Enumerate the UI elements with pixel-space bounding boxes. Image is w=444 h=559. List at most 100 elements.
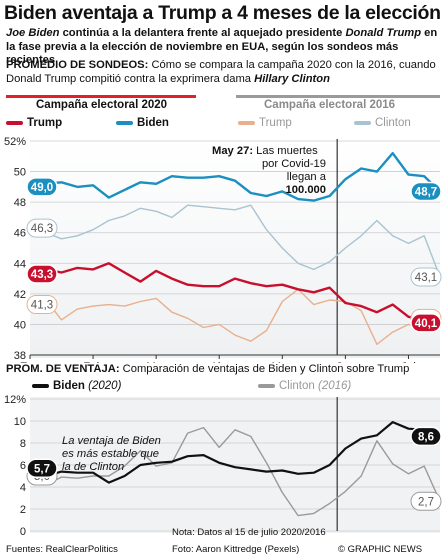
y-tick-42: 42 (14, 289, 26, 301)
series-line-biden-0 (28, 421, 442, 484)
lead-note-line-2: es más estable que (62, 448, 159, 460)
series-line-trump-1 (28, 262, 442, 325)
series-label-end-biden-0: 8,6 (418, 431, 434, 443)
photo-credit: Foto: Aaron Kittredge (Pexels) (172, 544, 300, 555)
annotation-line-2: por Covid-19 (262, 158, 326, 170)
x-tick-jul: Jul (401, 362, 416, 363)
x-tick-jun: Jun (336, 362, 355, 363)
page-title: Biden aventaja a Trump a 4 meses de la e… (4, 2, 441, 24)
graphic-credit: © GRAPHIC NEWS (338, 544, 423, 555)
section-polls-heading: PROMEDIO DE SONDEOS: Cómo se compara la … (6, 58, 442, 86)
legend-label-trump-2020: Trump (27, 117, 63, 129)
x-tick-ene: Ene (20, 362, 40, 363)
x-tick-mar: Mar (146, 362, 166, 363)
lead-note-line-3: la de Clinton (62, 461, 124, 473)
y-tick-46: 46 (14, 228, 26, 240)
y-tick-0: 0 (20, 526, 26, 538)
series-line-trump-3 (29, 288, 441, 345)
y-tick-50: 50 (14, 167, 26, 179)
legend-swatch-clinton-2016 (354, 120, 371, 125)
series-label-bg-end-clinton-2 (410, 267, 442, 287)
series-line-clinton-2 (29, 204, 441, 278)
series-label-bg-start-clinton-2 (26, 218, 58, 238)
y-tick-2: 2 (20, 504, 26, 516)
annotation-line-4: 100.000 (286, 184, 326, 196)
section-polls-title: PROMEDIO DE SONDEOS: (6, 59, 149, 71)
y-tick-6: 6 (20, 460, 26, 472)
series-label-start-biden-0: 49,0 (31, 182, 53, 194)
series-label-bg-start-trump-1 (26, 264, 58, 284)
y-tick-12: 12% (4, 394, 26, 406)
polls-chart-background (30, 140, 440, 358)
x-tick-abr: Abr (210, 362, 228, 363)
legend-clinton-lead: Clinton (2016) (258, 380, 351, 392)
subtitle-text-1: continúa a la delantera frente al aqueja… (59, 27, 346, 39)
series-label-end-clinton-2: 43,1 (415, 272, 437, 284)
subtitle: Joe Biden continúa a la delantera frente… (6, 27, 442, 68)
legend-swatch-biden-2020 (116, 120, 133, 125)
y-tick-10: 10 (14, 416, 26, 428)
legend-trump-2020: Trump (6, 117, 62, 129)
annotation-line-3: llegan a (287, 171, 327, 183)
lead-note-line-1: La ventaja de Biden (62, 435, 161, 447)
y-tick-40: 40 (14, 319, 26, 331)
series-label-end-biden-0: 48,7 (415, 186, 437, 198)
legend-swatch-clinton-lead (258, 383, 275, 388)
legend-label-biden-2020: Biden (137, 117, 169, 129)
series-label-bg-end-biden-0 (410, 181, 442, 202)
legend-2016: Campaña electoral 2016 Trump Clinton (236, 95, 440, 133)
series-label-bg-start-biden-0 (26, 458, 58, 479)
x-tick-feb: Feb (83, 362, 103, 363)
event-annotation: May 27: Las muertes por Covid-19 llegan … (212, 145, 327, 196)
legend-clinton-2016: Clinton (354, 117, 411, 129)
x-tick-may: May (271, 362, 293, 363)
lead-note: La ventaja de Biden es más estable que l… (62, 435, 161, 473)
legend-2020-title: Campaña electoral 2020 (36, 99, 168, 111)
legend-label-clinton-2016: Clinton (375, 117, 411, 129)
section-lead-text: Comparación de ventajas de Biden y Clint… (119, 363, 410, 375)
legend-swatch-trump-2020 (6, 120, 23, 125)
legend-trump-2016: Trump (238, 117, 292, 129)
source-credit: Fuentes: RealClearPolitics (6, 544, 118, 555)
legend-label-clinton-lead: Clinton (279, 380, 315, 392)
legend-year-clinton-lead: (2016) (318, 380, 352, 392)
subtitle-text-2: en la fase previa a la elección de novie… (6, 27, 438, 66)
series-label-end-clinton-1: 2,7 (418, 496, 434, 508)
series-label-bg-start-trump-3 (26, 295, 58, 315)
polls-chart: 38 40 42 44 46 48 50 52% Ene Feb Mar Abr May Jun Jul 4… (4, 136, 442, 363)
data-note: Nota: Datos al 15 de julio 2020/2016 (172, 527, 326, 538)
series-label-start-clinton-2: 46,3 (31, 223, 53, 235)
y-tick-48: 48 (14, 197, 26, 209)
legend-year-biden-lead: (2020) (88, 380, 122, 392)
section-lead-title: PROM. DE VENTAJA: (6, 363, 120, 375)
series-line-biden-0 (28, 152, 442, 202)
series-label-bg-end-biden-0 (410, 426, 442, 447)
annotation-line-1: May 27: Las muertes (212, 145, 318, 157)
legend-biden-2020: Biden (116, 117, 169, 129)
series-label-start-trump-3: 41,3 (31, 300, 53, 312)
y-tick-38: 38 (14, 350, 26, 362)
section-polls-text: Cómo se compara la campaña 2020 con la 2… (6, 59, 436, 85)
legend-swatch-trump-2016 (238, 120, 255, 125)
legend-2016-title: Campaña electoral 2016 (264, 99, 396, 111)
y-tick-44: 44 (14, 258, 26, 270)
series-label-start-biden-0: 5,7 (34, 463, 50, 475)
series-label-start-trump-1: 43,3 (31, 269, 53, 281)
subtitle-name-biden: Joe Biden (6, 27, 60, 39)
legend-swatch-biden-lead (32, 383, 49, 388)
legend-biden-lead: Biden (2020) (32, 380, 121, 392)
subtitle-name-trump: Donald Trump (345, 27, 422, 39)
legend-label-trump-2016: Trump (259, 117, 292, 129)
legend-label-biden-lead: Biden (53, 380, 85, 392)
y-tick-4: 4 (20, 482, 26, 494)
section-lead-heading: PROM. DE VENTAJA: Comparación de ventaja… (6, 363, 409, 375)
y-tick-52: 52% (4, 136, 26, 148)
series-label-end-trump-1: 40,1 (415, 318, 438, 330)
series-label-bg-start-biden-0 (26, 177, 58, 197)
series-label-bg-end-clinton-1 (410, 491, 442, 511)
section-polls-name: Hillary Clinton (254, 73, 330, 85)
y-tick-8: 8 (20, 438, 26, 450)
legend-2020: Campaña electoral 2020 Trump Biden (6, 95, 196, 133)
series-label-bg-end-trump-1 (410, 313, 442, 333)
